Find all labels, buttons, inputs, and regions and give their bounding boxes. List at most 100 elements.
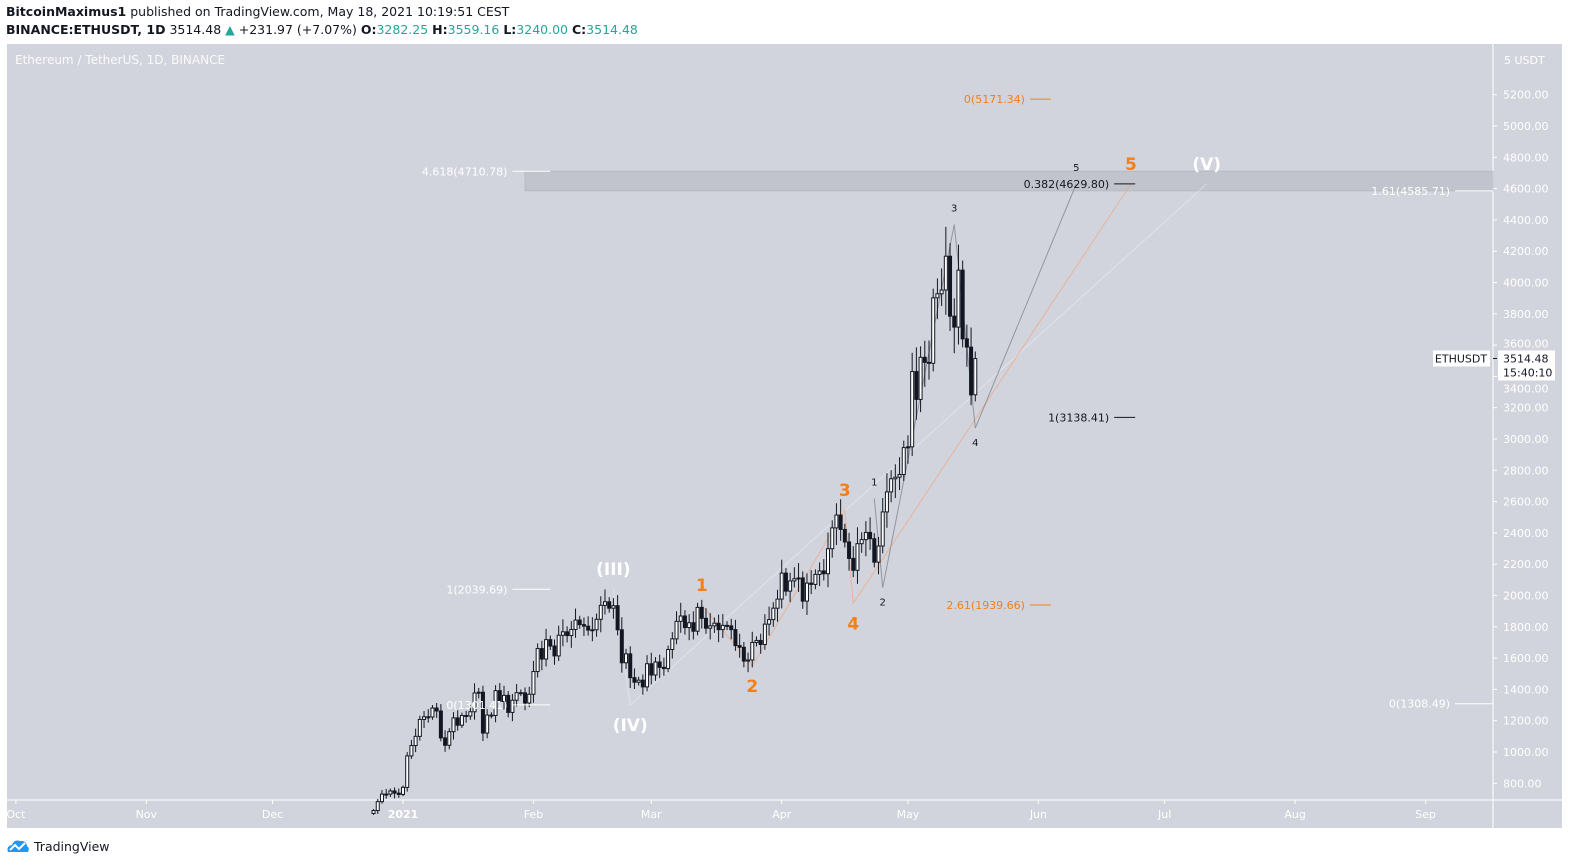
fib-level-label: 0.382(4629.80) <box>1024 178 1110 191</box>
candle-body <box>661 666 666 670</box>
candle <box>443 730 448 752</box>
candle <box>544 628 549 667</box>
x-tick-label: Jul <box>1157 808 1171 821</box>
y-tick-label: 3000.00 <box>1503 433 1549 446</box>
candle <box>746 652 751 673</box>
candle-body <box>788 580 793 592</box>
candle <box>565 626 570 643</box>
candle-body <box>430 707 435 718</box>
y-tick-label: 1200.00 <box>1503 715 1549 728</box>
candle <box>737 633 742 658</box>
candle-body <box>636 679 641 683</box>
candle-body <box>670 638 675 650</box>
y-tick-label: 800.00 <box>1503 777 1542 790</box>
candle-body <box>952 315 957 328</box>
candle-body <box>653 661 658 676</box>
candle <box>855 527 860 584</box>
candle-body <box>687 622 692 629</box>
candle <box>901 440 906 482</box>
x-tick-label: Jun <box>1029 808 1047 821</box>
candle-body <box>943 255 948 291</box>
candle <box>422 711 427 728</box>
candle-body <box>893 476 898 480</box>
price-change: +231.97 (+7.07%) <box>238 22 357 37</box>
candle-body <box>809 582 814 585</box>
candle <box>375 798 380 814</box>
candle <box>447 728 452 750</box>
candle <box>914 347 919 420</box>
target-zone <box>524 170 1494 192</box>
candle-body <box>725 624 730 627</box>
candle <box>821 559 826 581</box>
y-tick-label: 2400.00 <box>1503 527 1549 540</box>
candle <box>430 705 435 720</box>
candle-body <box>863 531 868 541</box>
candle <box>569 621 574 648</box>
candle <box>884 473 889 528</box>
candle <box>413 728 418 753</box>
candle-body <box>531 671 536 695</box>
candle-body <box>602 601 607 606</box>
candle <box>476 687 481 699</box>
candle <box>548 635 553 650</box>
chart-title: Ethereum / TetherUS, 1D, BINANCE <box>15 53 225 67</box>
candle <box>539 640 544 671</box>
candle-body <box>796 577 801 580</box>
y-tick-label: 3200.00 <box>1503 402 1549 415</box>
candle <box>834 503 839 546</box>
candle-body <box>447 731 452 746</box>
candle-body <box>969 346 974 396</box>
candle <box>960 260 965 348</box>
candle <box>489 712 494 719</box>
candle-body <box>464 715 469 718</box>
candle <box>897 457 902 491</box>
candle <box>573 608 578 638</box>
low-value: 3240.00 <box>516 22 568 37</box>
candle-body <box>455 717 460 726</box>
y-tick-label: 2600.00 <box>1503 496 1549 509</box>
candle <box>678 602 683 633</box>
symbol-tag-label: ETHUSDT <box>1435 352 1487 365</box>
y-tick-label: 2800.00 <box>1503 464 1549 477</box>
candle-body <box>918 356 923 400</box>
candle-body <box>855 543 860 571</box>
x-tick-label: Mar <box>641 808 662 821</box>
candle-body <box>476 691 481 694</box>
candle-body <box>800 577 805 602</box>
bar-countdown: 15:40:10 <box>1503 366 1552 379</box>
candle <box>523 687 528 711</box>
candle <box>969 327 974 406</box>
candle <box>880 498 885 554</box>
candle-body <box>973 358 978 396</box>
tradingview-logo[interactable]: TradingView <box>6 838 110 854</box>
candle <box>956 244 961 345</box>
candle-body <box>384 793 389 796</box>
candle-body <box>396 792 401 795</box>
candle-body <box>649 663 654 676</box>
candle <box>535 643 540 678</box>
candle <box>640 674 645 695</box>
candle <box>767 606 772 636</box>
candle-body <box>379 793 384 803</box>
candle-body <box>901 447 906 476</box>
candle <box>708 613 713 640</box>
fib-level-label: 0(1301.41) <box>446 699 507 712</box>
y-tick-label: 5200.00 <box>1503 89 1549 102</box>
x-tick-label: Nov <box>136 808 158 821</box>
candle-body <box>607 601 612 609</box>
candle-body <box>830 527 835 550</box>
author-name[interactable]: BitcoinMaximus1 <box>6 4 127 19</box>
candle <box>830 520 835 558</box>
candle <box>632 668 637 689</box>
candle <box>388 788 393 797</box>
candle-body <box>880 511 885 547</box>
y-tick-label: 4400.00 <box>1503 214 1549 227</box>
candle <box>792 567 797 588</box>
y-tick-label: 3400.00 <box>1503 382 1549 395</box>
candle-body <box>489 714 494 717</box>
low-label: L: <box>503 22 517 37</box>
wave-label-major: (V) <box>1192 155 1221 175</box>
candle <box>506 691 511 718</box>
candle <box>931 288 936 372</box>
